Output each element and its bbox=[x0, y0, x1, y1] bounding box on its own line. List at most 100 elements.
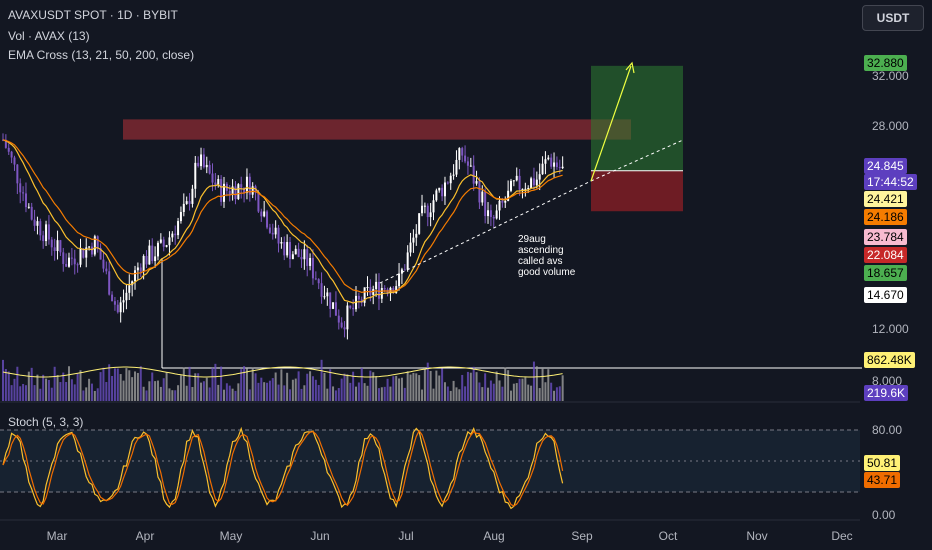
candle-body bbox=[211, 173, 214, 183]
volume-bar bbox=[240, 369, 243, 401]
currency-button[interactable]: USDT bbox=[862, 5, 924, 31]
candle-body bbox=[165, 245, 168, 247]
candle-body bbox=[541, 163, 544, 175]
volume-bar bbox=[291, 379, 294, 401]
candle-body bbox=[550, 157, 553, 167]
annotation-line: called avs bbox=[518, 256, 563, 267]
chart-annotation: 29aug ascending called avs good volume bbox=[518, 234, 575, 278]
candle-body bbox=[122, 300, 125, 303]
volume-bar bbox=[355, 386, 358, 401]
candle-body bbox=[231, 186, 234, 196]
candle-body bbox=[515, 175, 518, 181]
candle-body bbox=[22, 192, 25, 194]
volume-bar bbox=[102, 367, 105, 401]
candle-body bbox=[200, 154, 203, 167]
volume-legend[interactable]: Vol · AVAX (13) bbox=[8, 29, 90, 43]
volume-bar bbox=[550, 382, 553, 401]
volume-bar bbox=[455, 387, 458, 401]
candle-body bbox=[142, 256, 145, 272]
candle-body bbox=[179, 211, 182, 222]
candle-body bbox=[30, 206, 33, 220]
candle-body bbox=[214, 182, 217, 185]
candle-body bbox=[535, 179, 538, 186]
candle-body bbox=[326, 292, 329, 297]
candle-body bbox=[113, 301, 116, 305]
time-tick: Oct bbox=[658, 529, 678, 543]
candle-body bbox=[352, 307, 355, 310]
volume-bar bbox=[136, 372, 139, 401]
volume-bar bbox=[466, 371, 469, 401]
time-tick: Dec bbox=[831, 529, 853, 543]
volume-bar bbox=[377, 388, 380, 401]
candle-body bbox=[243, 187, 246, 193]
price-tick: 12.000 bbox=[872, 322, 909, 336]
candle-body bbox=[423, 205, 426, 207]
candle-body bbox=[156, 242, 159, 257]
volume-bar bbox=[53, 366, 56, 401]
candle-body bbox=[377, 281, 380, 299]
candle-body bbox=[484, 191, 487, 217]
candle-body bbox=[547, 157, 550, 160]
candle-body bbox=[461, 148, 464, 156]
volume-bar bbox=[27, 371, 30, 401]
stoch-tick: 0.00 bbox=[872, 508, 896, 522]
volume-bar bbox=[211, 367, 214, 401]
candle-body bbox=[395, 286, 398, 293]
volume-bar bbox=[148, 381, 151, 401]
candle-body bbox=[266, 211, 269, 228]
volume-bar bbox=[469, 372, 472, 401]
volume-bar bbox=[478, 382, 481, 401]
volume-bar bbox=[171, 390, 174, 401]
candle-body bbox=[111, 294, 114, 302]
volume-bar bbox=[217, 384, 220, 401]
volume-bar bbox=[286, 372, 289, 401]
volume-bar bbox=[443, 382, 446, 401]
candle-body bbox=[452, 174, 455, 176]
candle-body bbox=[314, 278, 317, 280]
volume-bar bbox=[547, 369, 550, 401]
volume-bar bbox=[372, 372, 375, 401]
volume-bar bbox=[88, 378, 91, 401]
volume-bar bbox=[294, 378, 297, 401]
volume-bar bbox=[79, 370, 82, 401]
volume-bar bbox=[515, 383, 518, 401]
volume-bar bbox=[245, 368, 248, 401]
candle-body bbox=[332, 302, 335, 309]
stoch-legend[interactable]: Stoch (5, 3, 3) bbox=[8, 415, 84, 429]
volume-bar bbox=[435, 370, 438, 401]
candle-body bbox=[466, 161, 469, 166]
ema-legend[interactable]: EMA Cross (13, 21, 50, 200, close) bbox=[8, 48, 195, 62]
candle-body bbox=[349, 305, 352, 308]
volume-bar bbox=[340, 378, 343, 401]
volume-bar bbox=[42, 374, 45, 401]
candle-body bbox=[280, 241, 283, 244]
candle-body bbox=[306, 249, 309, 266]
candle-body bbox=[489, 210, 492, 217]
candle-body bbox=[455, 159, 458, 175]
volume-ma-badge: 862.48K bbox=[864, 352, 915, 368]
volume-bar bbox=[220, 366, 223, 401]
candle-body bbox=[268, 227, 271, 233]
volume-bar bbox=[334, 390, 337, 401]
candle-body bbox=[487, 210, 490, 217]
symbol-legend[interactable]: AVAXUSDT SPOT · 1D · BYBIT bbox=[8, 8, 178, 22]
volume-bar bbox=[297, 371, 300, 401]
resistance-zone bbox=[123, 119, 631, 140]
candle-body bbox=[524, 188, 527, 190]
time-tick: May bbox=[219, 529, 243, 543]
volume-bar bbox=[59, 382, 62, 401]
volume-bar bbox=[392, 376, 395, 401]
volume-bar bbox=[395, 375, 398, 401]
volume-bar bbox=[518, 378, 521, 401]
candle-body bbox=[317, 279, 320, 284]
candle-body bbox=[426, 205, 429, 218]
volume-bar bbox=[2, 359, 4, 401]
candle-body bbox=[383, 287, 386, 290]
volume-bar bbox=[62, 372, 65, 401]
candle-body bbox=[475, 181, 478, 184]
candle-body bbox=[234, 186, 237, 200]
volume-bar bbox=[234, 390, 237, 401]
volume-bar bbox=[489, 380, 492, 401]
candle-body bbox=[68, 257, 71, 267]
